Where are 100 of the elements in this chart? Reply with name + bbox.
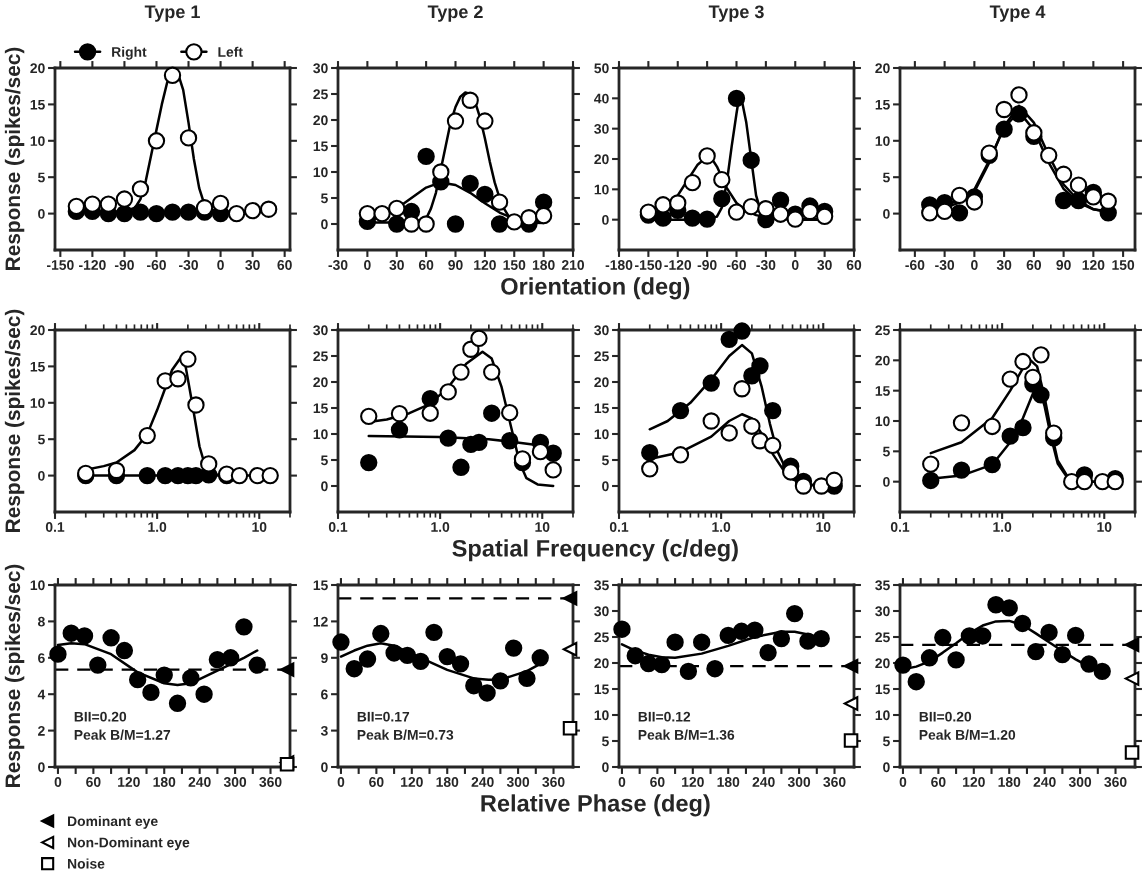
y-tick-label: 15 <box>313 580 328 591</box>
y-tick-label: 5 <box>882 736 890 747</box>
x-tick-label: 60 <box>369 777 384 787</box>
y-tick-label: 4 <box>37 689 46 700</box>
x-tick-label: 0 <box>791 260 799 270</box>
legend-label: Right <box>112 46 147 60</box>
y-tick-label: 0 <box>38 470 45 481</box>
x-tick-label: 60 <box>277 260 292 270</box>
x-tick-label: -120 <box>664 260 692 270</box>
annotation: Peak B/M=0.73 <box>357 729 454 740</box>
x-tick-label: 120 <box>474 260 496 270</box>
y-tick-label: 5 <box>601 736 609 747</box>
y-tick-label: 0 <box>602 481 609 492</box>
legend-label: Dominant eye <box>68 815 158 829</box>
y-tick-label: 25 <box>313 351 328 362</box>
x-tick-label: 240 <box>471 777 494 787</box>
y-tick-label: 20 <box>594 154 609 165</box>
y-tick-label: 15 <box>875 386 890 396</box>
x-tick-label: 0.1 <box>609 522 629 532</box>
annotation: Peak B/M=1.20 <box>919 729 1016 740</box>
y-tick-label: 20 <box>594 658 609 669</box>
x-tick-label: 0.1 <box>890 522 910 532</box>
x-tick-label: -120 <box>79 260 106 270</box>
x-tick-label: 1.0 <box>712 522 731 532</box>
y-tick-label: 0 <box>321 219 328 230</box>
y-tick-label: 15 <box>594 403 609 414</box>
legend-label: Noise <box>68 858 105 869</box>
y-tick-label: 6 <box>38 653 45 663</box>
y-tick-label: 30 <box>594 325 609 336</box>
y-tick-label: 10 <box>30 136 45 146</box>
y-tick-label: 20 <box>875 355 890 366</box>
y-tick-label: 30 <box>594 606 609 617</box>
y-tick-label: 0 <box>883 762 890 773</box>
y-tick-label: 0 <box>883 477 890 487</box>
chart-title: Type 1 <box>144 5 200 22</box>
x-axis-title: Spatial Frequency (c/deg) <box>452 539 738 562</box>
x-tick-label: 0 <box>217 260 224 270</box>
y-tick-label: 0 <box>602 762 609 773</box>
x-tick-label: 10 <box>816 522 831 532</box>
x-tick-label: -90 <box>697 260 717 270</box>
legend-label: Left <box>218 46 243 57</box>
y-tick-label: 5 <box>882 446 890 457</box>
x-tick-label: 60 <box>1026 260 1042 270</box>
x-tick-label: -60 <box>146 260 166 270</box>
y-tick-label: 5 <box>37 172 45 183</box>
y-tick-label: 10 <box>594 710 609 721</box>
annotation: Peak B/M=1.27 <box>74 729 171 740</box>
x-tick-label: 0 <box>971 260 978 270</box>
y-tick-label: 15 <box>313 403 328 414</box>
y-tick-label: 0 <box>602 215 609 225</box>
x-tick-label: 0.1 <box>45 522 65 532</box>
y-tick-label: 10 <box>875 710 890 721</box>
x-axis-title: Orientation (deg) <box>501 277 690 300</box>
y-tick-label: 0 <box>321 762 328 773</box>
y-tick-label: 30 <box>313 63 328 74</box>
y-tick-label: 25 <box>875 325 890 336</box>
x-tick-label: -150 <box>46 260 74 270</box>
x-tick-label: 240 <box>752 777 775 787</box>
annotation: BII=0.17 <box>357 711 410 722</box>
x-tick-label: 10 <box>535 522 550 532</box>
x-tick-label: 90 <box>1056 260 1071 270</box>
x-tick-label: 0 <box>899 777 907 787</box>
y-tick-label: 25 <box>594 632 609 643</box>
x-tick-label: -30 <box>179 260 198 270</box>
y-tick-label: 25 <box>594 351 609 362</box>
x-tick-label: 0 <box>337 777 345 787</box>
y-tick-label: 5 <box>601 455 609 466</box>
x-tick-label: 10 <box>1097 522 1112 532</box>
y-tick-label: 20 <box>313 115 328 126</box>
x-tick-label: 180 <box>717 777 740 787</box>
y-tick-label: 20 <box>875 63 890 74</box>
x-tick-label: -150 <box>635 260 662 270</box>
y-axis-title: Response (spikes/sec) <box>4 564 25 787</box>
y-tick-label: 20 <box>313 377 328 388</box>
y-tick-label: 50 <box>594 63 609 74</box>
annotation: BII=0.20 <box>74 711 127 722</box>
x-tick-label: 30 <box>389 260 404 270</box>
annotation: BII=0.20 <box>919 711 972 722</box>
x-tick-label: 300 <box>787 777 811 787</box>
x-tick-label: 180 <box>153 777 176 787</box>
x-tick-label: 30 <box>996 260 1012 270</box>
y-tick-label: 0 <box>321 481 328 492</box>
y-tick-label: 10 <box>875 136 890 146</box>
x-tick-label: -30 <box>328 260 348 270</box>
y-tick-label: 0 <box>883 208 890 219</box>
y-tick-label: 10 <box>594 184 609 195</box>
x-tick-label: 180 <box>532 260 555 270</box>
y-tick-label: 2 <box>38 725 45 736</box>
x-tick-label: -30 <box>935 260 955 270</box>
x-tick-label: 0 <box>54 777 62 787</box>
y-tick-label: 20 <box>30 63 45 74</box>
x-tick-label: 360 <box>823 777 846 787</box>
y-tick-label: 25 <box>875 632 890 643</box>
x-tick-label: 1.0 <box>431 522 450 532</box>
x-tick-label: -60 <box>727 260 746 270</box>
x-tick-label: 180 <box>436 777 459 787</box>
x-tick-label: 150 <box>1112 260 1135 270</box>
y-tick-label: 20 <box>594 377 609 388</box>
x-tick-label: 360 <box>1104 777 1127 787</box>
y-tick-label: 6 <box>321 689 328 700</box>
